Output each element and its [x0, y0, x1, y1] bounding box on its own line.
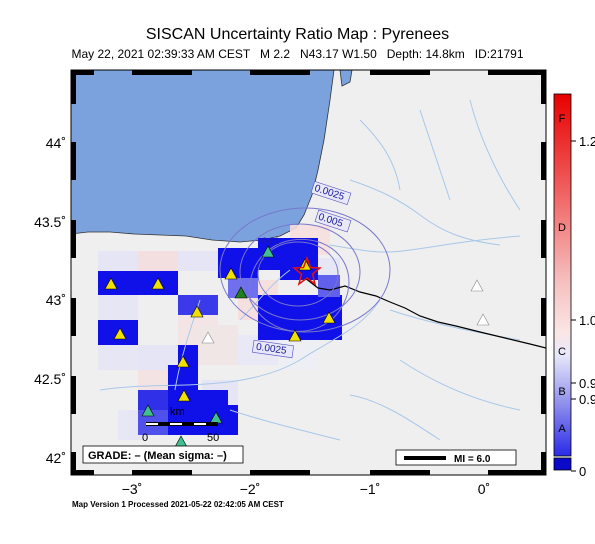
colorbar-value: 0.9: [579, 392, 595, 407]
scale-bar: km 0 50: [142, 406, 219, 444]
grade-text: GRADE: – (Mean sigma: –): [88, 450, 227, 462]
grade-box: [82, 445, 244, 464]
contour-label: 0.01: [262, 236, 280, 246]
sea-area: [71, 70, 335, 243]
station-triangles: [104, 245, 490, 448]
longitude-labels: −3˚ −2˚ −1˚ 0˚: [122, 481, 491, 497]
lon-label: −1˚: [360, 481, 381, 497]
lat-label: 42˚: [46, 450, 66, 466]
lat-label: 43˚: [46, 292, 66, 308]
colorbar-value: 0: [579, 464, 586, 479]
border-line: [304, 277, 546, 349]
contour-labels: 0.0025 0.005 0.01 0.0025: [252, 181, 352, 359]
colorbar: F D C B A 1.2 1.0 0.9 0.9 0: [553, 93, 595, 479]
colorbar-value: 1.2: [579, 134, 595, 149]
colorbar-letter: A: [558, 423, 566, 435]
footer-text: Map Version 1 Processed 2021-05-22 02:42…: [72, 500, 284, 509]
latitude-labels: 44˚ 43.5˚ 43˚ 42.5˚ 42˚: [34, 135, 66, 466]
mi-legend-box: [395, 449, 517, 466]
lon-label: −2˚: [240, 481, 261, 497]
colorbar-letter: D: [558, 222, 566, 234]
scale-end: 50: [207, 432, 219, 444]
epicenter-star-icon: [291, 255, 323, 286]
scale-start: 0: [142, 432, 148, 444]
colorbar-letter: B: [558, 386, 565, 398]
colorbar-value: 1.0: [579, 313, 595, 328]
colorbar-letter: C: [558, 346, 566, 358]
lat-label: 42.5˚: [34, 371, 66, 387]
lat-label: 44˚: [46, 135, 66, 151]
colorbar-letter: F: [559, 113, 566, 125]
lat-label: 43.5˚: [34, 214, 66, 230]
scale-unit: km: [170, 406, 185, 418]
lon-label: 0˚: [478, 481, 490, 497]
map-area: 0.0025 0.005 0.01 0.0025: [71, 70, 546, 475]
map-title: SISCAN Uncertainty Ratio Map : Pyrenees: [145, 26, 450, 43]
mi-legend-bar: [404, 456, 446, 460]
event-info: May 22, 2021 02:39:33 AM CEST M 2.2 N43.…: [71, 47, 524, 61]
colorbar-value: 0.9: [579, 376, 595, 391]
lon-label: −3˚: [122, 481, 143, 497]
contour-label: 0.0025: [255, 342, 287, 357]
map-frame: [70, 69, 547, 476]
mi-legend-text: MI = 6.0: [454, 454, 491, 465]
